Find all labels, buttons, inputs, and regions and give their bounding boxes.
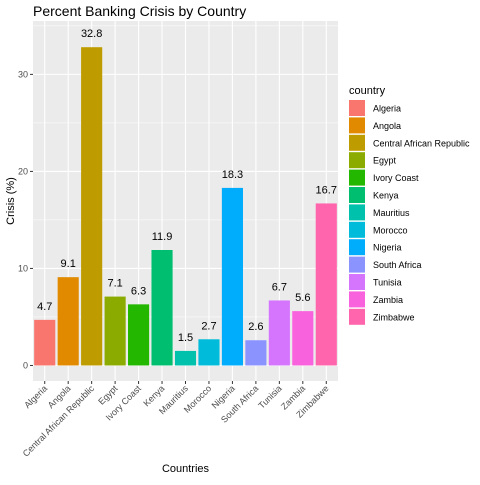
legend-key <box>349 169 365 186</box>
bar-zambia <box>292 311 314 366</box>
bar-value-label: 32.8 <box>81 28 102 40</box>
legend-items: Algeria Angola Central African Republic Egy… <box>349 100 470 325</box>
bar-value-label: 5.6 <box>295 292 310 304</box>
y-axis-title: Crisis (%) <box>5 177 17 225</box>
legend-label: Egypt <box>373 156 397 166</box>
bars <box>34 47 337 366</box>
legend-label: Ivory Coast <box>373 173 419 183</box>
bar-morocco <box>198 339 220 366</box>
legend-key <box>349 256 365 273</box>
bar-ivory-coast <box>128 304 150 366</box>
legend-key <box>349 291 365 308</box>
legend-label: Morocco <box>373 225 408 235</box>
bar-nigeria <box>221 187 243 366</box>
bar-value-label: 11.9 <box>152 231 173 243</box>
legend-key <box>349 152 365 169</box>
legend-key <box>349 204 365 221</box>
legend-key <box>349 308 365 325</box>
y-tick-label: 0 <box>23 360 28 370</box>
legend-label: Nigeria <box>373 243 402 253</box>
bar-mauritius <box>174 350 197 366</box>
bar-angola <box>57 277 79 366</box>
legend-label: South Africa <box>373 260 422 270</box>
legend: country Algeria Angola Central African Rep… <box>349 85 470 325</box>
bar-south-africa <box>245 340 267 366</box>
legend-label: Zimbabwe <box>373 312 415 322</box>
y-axis: 0 10 20 30 <box>18 69 33 370</box>
bar-value-label: 2.7 <box>201 320 216 332</box>
legend-label: Zambia <box>373 295 403 305</box>
x-axis-title: Countries <box>162 463 210 475</box>
bar-value-label: 4.7 <box>37 301 52 313</box>
legend-key <box>349 239 365 256</box>
y-tick-label: 10 <box>18 263 28 273</box>
legend-key <box>349 274 365 290</box>
y-tick-label: 20 <box>18 166 28 176</box>
legend-key <box>349 100 365 116</box>
legend-key <box>349 187 365 203</box>
chart-title: Percent Banking Crisis by Country <box>33 3 246 19</box>
bar-value-label: 2.6 <box>248 321 263 333</box>
bar-value-labels: 4.7 9.1 32.8 7.1 6.3 11.9 1.5 2.7 18.3 2.6 6.7 5.6 1… <box>37 28 337 344</box>
legend-label: Mauritius <box>373 208 410 218</box>
bar-value-label: 18.3 <box>222 169 243 181</box>
bar-kenya <box>151 250 173 366</box>
bar-value-label: 7.1 <box>107 278 122 290</box>
bar-value-label: 16.7 <box>316 184 337 196</box>
bar-algeria <box>34 319 56 366</box>
bar-value-label: 9.1 <box>61 258 76 270</box>
bar-tunisia <box>268 300 290 366</box>
legend-key <box>349 117 365 134</box>
legend-key <box>349 134 365 151</box>
y-tick-label: 30 <box>18 69 28 79</box>
legend-label: Kenya <box>373 191 399 201</box>
bar-central-african-republic <box>81 47 103 366</box>
bar-egypt <box>104 296 126 366</box>
legend-label: Angola <box>373 121 401 131</box>
legend-label: Tunisia <box>373 278 402 288</box>
legend-label: Algeria <box>373 104 401 114</box>
bar-value-label: 6.3 <box>131 285 146 297</box>
x-tick-label: Algeria <box>22 383 49 410</box>
legend-title: country <box>349 85 386 97</box>
bar-zimbabwe <box>315 203 337 366</box>
legend-key <box>349 221 365 238</box>
legend-label: Central African Republic <box>373 138 470 148</box>
bar-value-label: 6.7 <box>272 281 287 293</box>
bar-value-label: 1.5 <box>178 332 193 344</box>
